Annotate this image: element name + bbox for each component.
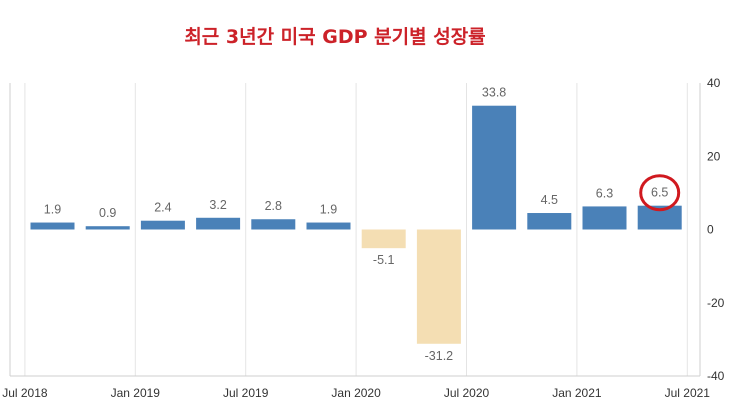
bar [527, 213, 572, 230]
label-layer: 1.9 0.9 2.4 3.2 2.8 1.9 -5.1 -31.2 33.8 4.5 6.3 6.5 [44, 86, 669, 363]
x-tick-label: Jan 2019 [111, 386, 161, 400]
y-tick-label: 0 [707, 223, 714, 237]
y-tick-label: 40 [707, 76, 721, 90]
x-tick-label: Jul 2018 [2, 386, 48, 400]
highlight-layer [639, 174, 681, 212]
x-tick-label: Jul 2019 [223, 386, 269, 400]
highlight-circle [639, 174, 681, 212]
bar [196, 217, 241, 230]
bar [637, 205, 682, 230]
bar [140, 220, 185, 230]
bar [251, 219, 296, 230]
x-tick-label: Jan 2021 [552, 386, 602, 400]
data-label: 4.5 [541, 193, 558, 207]
bar [416, 229, 461, 344]
y-tick-label: -40 [707, 369, 725, 383]
chart-title: 최근 3년간 미국 GDP 분기별 성장률 [184, 26, 486, 48]
data-label: 1.9 [320, 203, 337, 217]
bar [582, 206, 627, 230]
data-label: 2.8 [265, 199, 282, 213]
data-label: 3.2 [209, 198, 226, 212]
x-tick-label: Jul 2021 [665, 386, 711, 400]
y-tick-label: 20 [707, 149, 721, 163]
x-tick-label: Jan 2020 [331, 386, 381, 400]
data-label: -31.2 [425, 349, 454, 363]
y-tick-label: -20 [707, 296, 725, 310]
bar [361, 229, 406, 249]
x-tick-label: Jul 2020 [444, 386, 490, 400]
data-label: 1.9 [44, 203, 61, 217]
bar-layer [30, 105, 682, 344]
bar [472, 105, 517, 230]
bar [85, 226, 130, 230]
data-label: 0.9 [99, 206, 116, 220]
axis-layer: Jul 2018 Jan 2019 Jul 2019 Jan 2020 Jul 2020… [2, 76, 724, 400]
data-label: 6.3 [596, 186, 613, 200]
bar [306, 222, 351, 230]
data-label: 33.8 [482, 86, 506, 100]
data-label: 6.5 [651, 186, 668, 200]
bar [30, 222, 75, 230]
grid-layer [24, 83, 688, 376]
data-label: 2.4 [154, 201, 171, 215]
data-label: -5.1 [373, 253, 395, 267]
